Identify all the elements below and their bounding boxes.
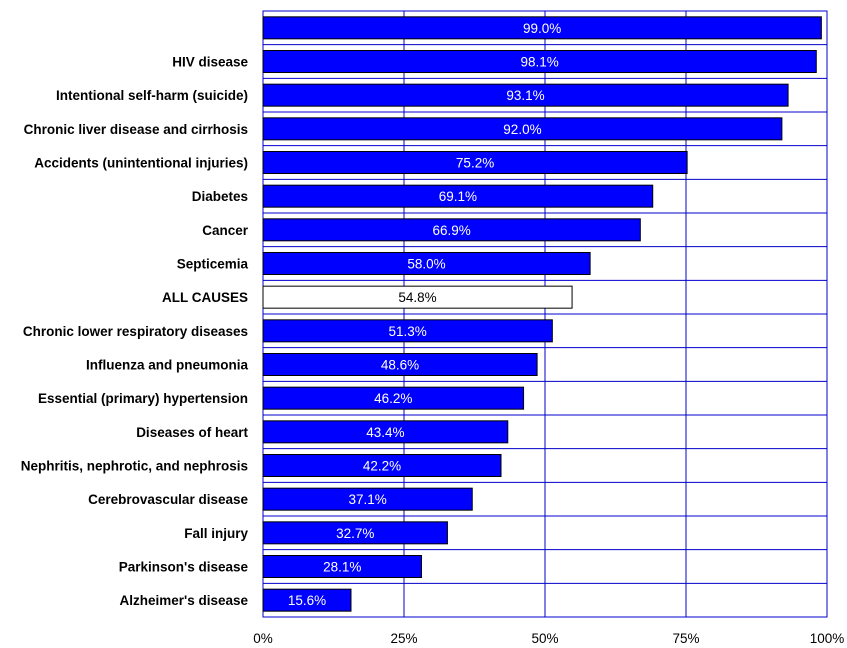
grid-layer <box>262 10 828 618</box>
bar <box>262 184 654 208</box>
category-label: Alzheimer's disease <box>119 593 248 608</box>
bar-value-label: 15.6% <box>288 593 326 608</box>
category-label: Diseases of heart <box>136 425 248 440</box>
category-label: Intentional self-harm (suicide) <box>56 88 248 103</box>
category-label: Diabetes <box>192 189 248 204</box>
x-tick-label: 75% <box>672 631 699 646</box>
category-label: Cerebrovascular disease <box>88 492 248 507</box>
bar-value-label: 37.1% <box>348 492 386 507</box>
x-tick-label: 25% <box>390 631 417 646</box>
bar-value-label: 46.2% <box>374 391 412 406</box>
bar-value-label: 42.2% <box>363 459 401 474</box>
category-label: Nephritis, nephrotic, and nephrosis <box>21 459 248 474</box>
bar-value-label: 99.0% <box>523 21 561 36</box>
bar <box>262 252 591 275</box>
bar-value-label: 54.8% <box>398 290 436 305</box>
bar <box>262 588 352 612</box>
bar <box>262 117 783 141</box>
bar-value-label: 51.3% <box>389 324 427 339</box>
bar-value-label: 43.4% <box>366 425 404 440</box>
category-label: ALL CAUSES <box>162 290 248 305</box>
bar <box>262 218 641 242</box>
bars-layer: 99.0% 98.1% 93.1% 92.0% 75.2% 69.1% 66.9% 58.0%… <box>262 16 822 612</box>
bar <box>262 555 422 578</box>
bar-value-label: 93.1% <box>506 88 544 103</box>
bar-value-label: 69.1% <box>439 189 477 204</box>
category-label: Influenza and pneumonia <box>86 358 248 373</box>
bar-all-causes <box>262 285 573 309</box>
category-label: Cancer <box>202 223 249 238</box>
x-tick-label: 100% <box>810 631 845 646</box>
category-label: Essential (primary) hypertension <box>38 391 248 406</box>
category-label: Parkinson's disease <box>119 560 249 575</box>
bar <box>262 386 525 410</box>
bar-value-label: 48.6% <box>381 358 419 373</box>
bar <box>262 521 448 545</box>
bar-value-label: 92.0% <box>503 122 541 137</box>
category-label: HIV disease <box>172 55 248 70</box>
bar-value-label: 28.1% <box>323 560 361 575</box>
category-labels: HIV disease Intentional self-harm (suicid… <box>21 55 249 609</box>
bar-value-label: 66.9% <box>433 223 471 238</box>
bar-value-label: 75.2% <box>456 156 494 171</box>
x-tick-label: 0% <box>253 631 273 646</box>
bar <box>262 50 817 73</box>
bar <box>262 420 509 444</box>
bar <box>262 83 789 107</box>
category-label: Septicemia <box>177 257 249 272</box>
bar <box>262 16 822 40</box>
bar <box>262 353 538 376</box>
category-label: Chronic lower respiratory diseases <box>23 324 248 339</box>
bar-value-label: 32.7% <box>336 526 374 541</box>
bar <box>262 487 473 511</box>
category-label: Fall injury <box>184 526 248 541</box>
bar <box>262 454 502 477</box>
bar-value-label: 58.0% <box>407 257 445 272</box>
bar <box>262 319 553 343</box>
bar-value-label: 98.1% <box>521 55 559 70</box>
bar <box>262 151 688 174</box>
category-label: Chronic liver disease and cirrhosis <box>24 122 248 137</box>
x-tick-label: 50% <box>531 631 558 646</box>
category-label: Accidents (unintentional injuries) <box>34 156 248 171</box>
x-axis-tick-labels: 0% 25% 50% 75% 100% <box>253 631 844 646</box>
